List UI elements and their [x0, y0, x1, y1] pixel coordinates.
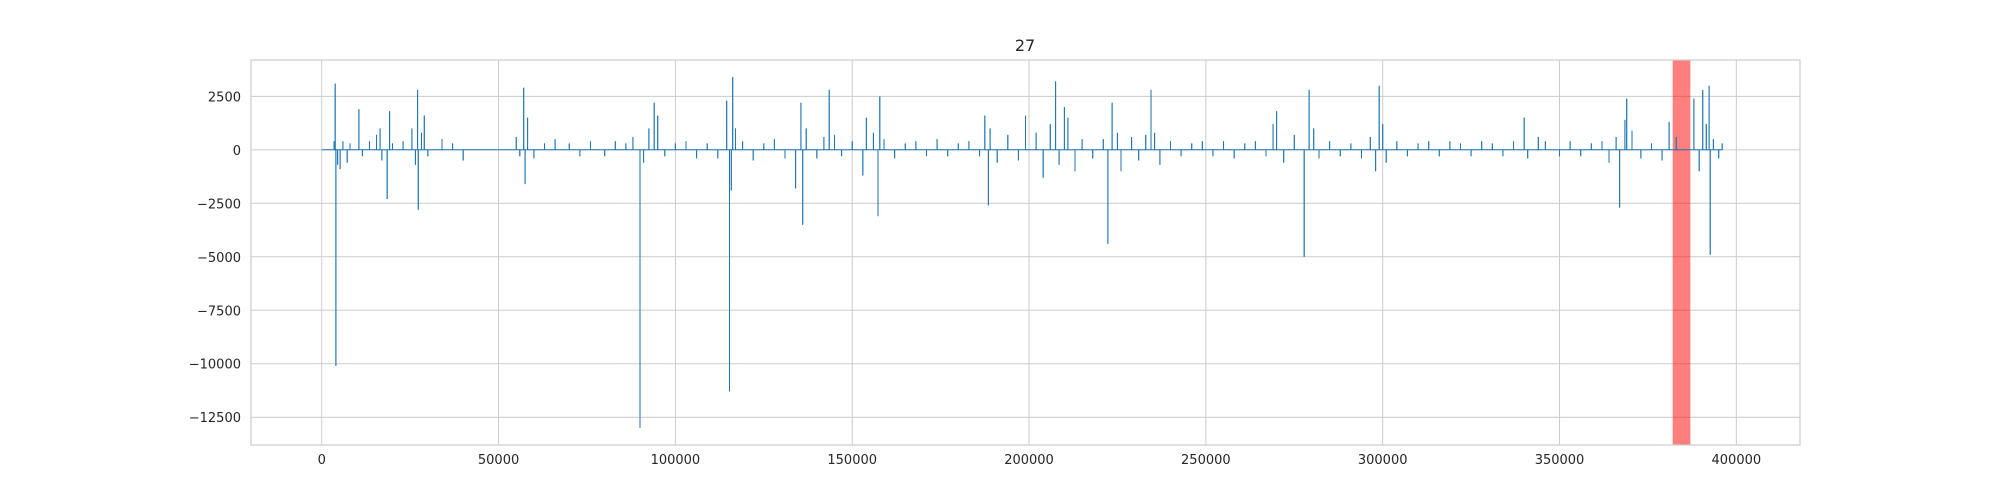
x-tick-label: 250000	[1181, 453, 1231, 468]
x-axis-ticks: 0 50000 100000 150000 200000 250000 300000 3500…	[318, 453, 1762, 468]
x-tick-label: 400000	[1712, 453, 1762, 468]
y-tick-label: −2500	[197, 197, 241, 212]
y-tick-label: −7500	[197, 304, 241, 319]
highlight-span-layer	[1672, 60, 1691, 445]
x-tick-label: 150000	[827, 453, 877, 468]
x-tick-label: 100000	[651, 453, 701, 468]
y-tick-label: 2500	[208, 90, 241, 105]
x-tick-label: 200000	[1004, 453, 1054, 468]
x-tick-label: 0	[318, 453, 326, 468]
plot-frame	[250, 59, 1801, 446]
x-tick-label: 50000	[478, 453, 519, 468]
y-tick-label: −12500	[189, 411, 241, 426]
highlight-span	[1672, 60, 1691, 445]
x-tick-label: 300000	[1358, 453, 1408, 468]
y-tick-label: −10000	[189, 358, 241, 373]
chart-title: 27	[1015, 36, 1035, 55]
series-layer	[321, 77, 1723, 428]
y-tick-label: 0	[233, 144, 241, 159]
y-axis-ticks: 2500 0 −2500 −5000 −7500 −10000 −12500	[189, 90, 241, 426]
y-tick-label: −5000	[197, 251, 241, 266]
x-tick-label: 350000	[1535, 453, 1585, 468]
